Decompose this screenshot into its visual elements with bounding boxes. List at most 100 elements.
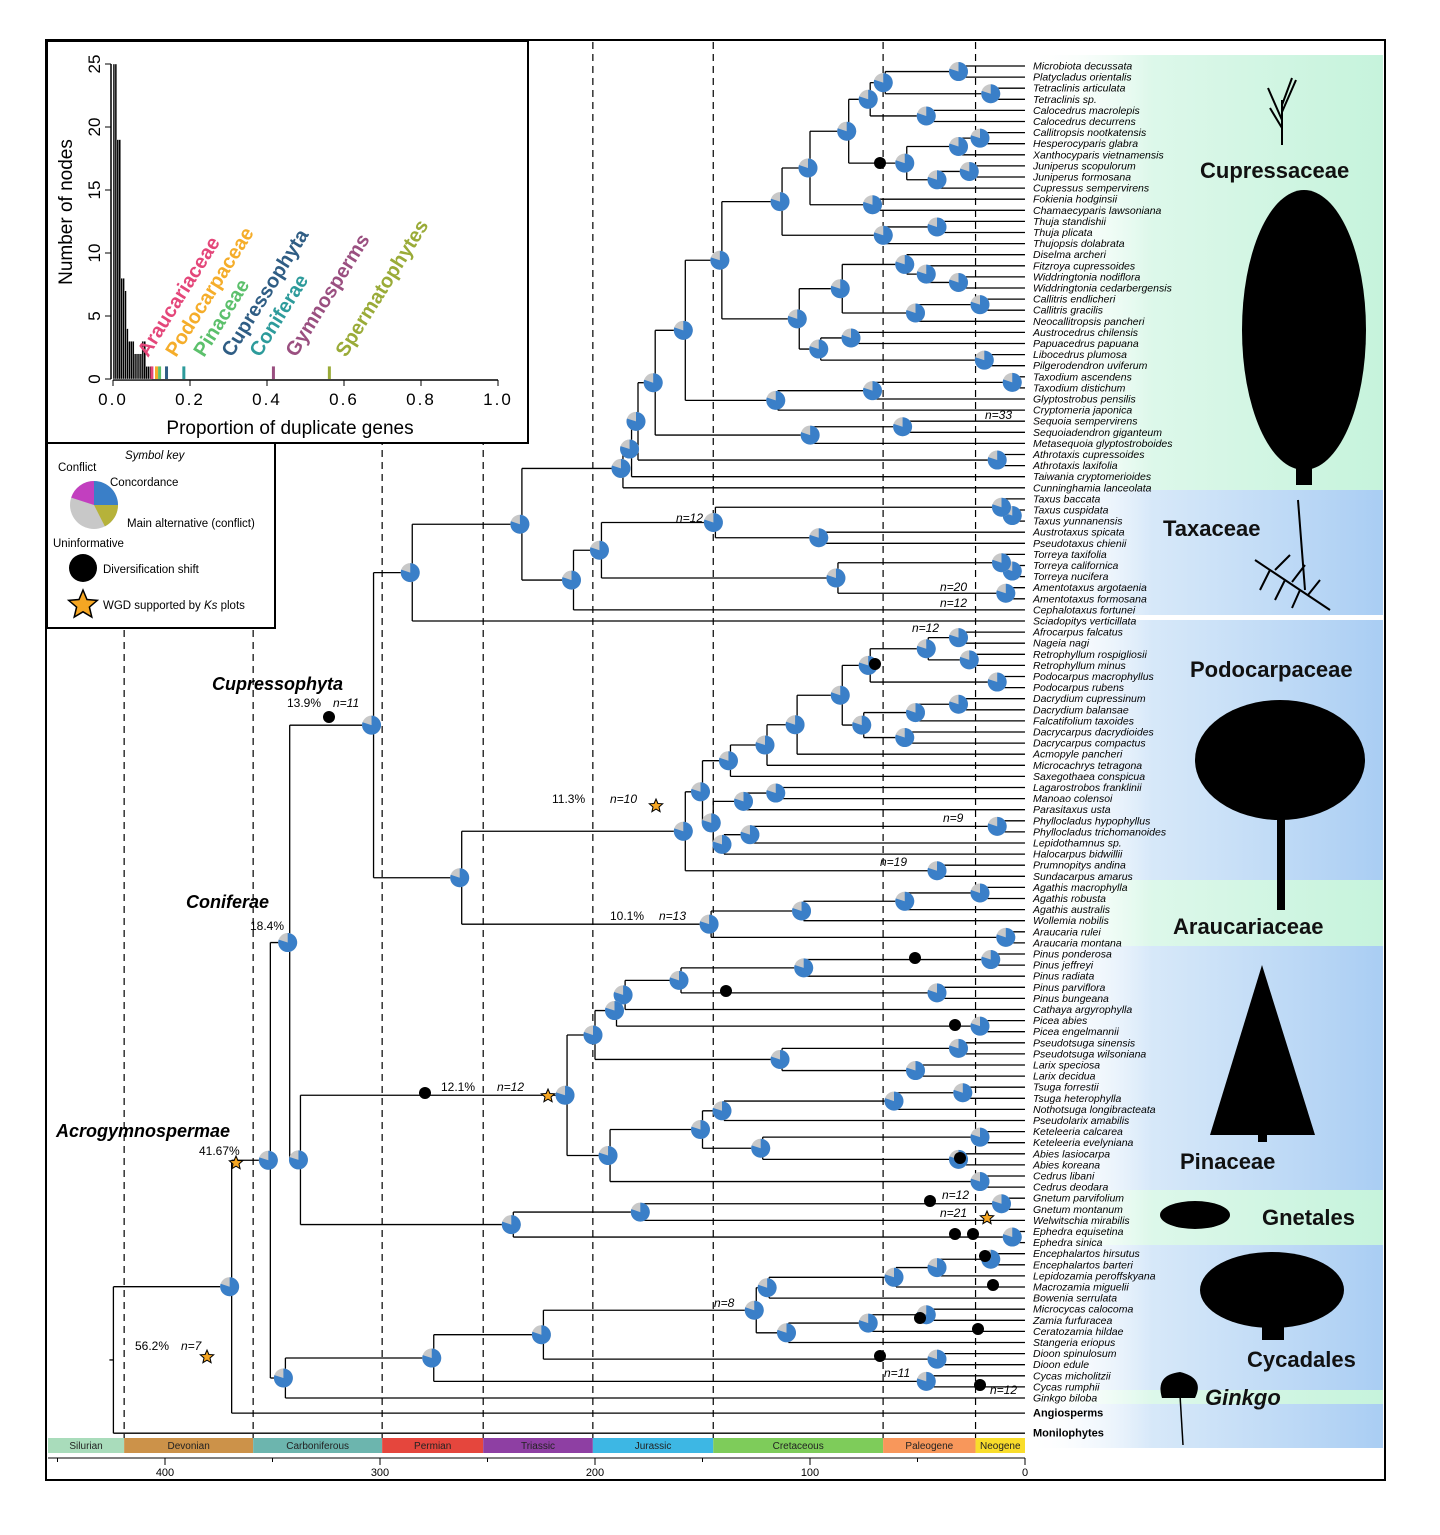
tip-label: Amentotaxus argotaenia: [1032, 582, 1147, 594]
period-devonian: [124, 1438, 254, 1453]
tip-label: Callitropsis nootkatensis: [1033, 127, 1147, 139]
pie-concordance: [740, 825, 760, 845]
tip-label: Libocedrus plumosa: [1033, 349, 1127, 361]
pie-concordance: [611, 458, 631, 478]
n-label: n=21: [940, 1206, 967, 1220]
family-label-ginkgo: Ginkgo: [1205, 1385, 1281, 1410]
node-pie-icon: [701, 813, 721, 833]
plant-silhouettes: [1160, 77, 1366, 1446]
pie-concordance: [987, 450, 1007, 470]
pie-concordance: [777, 1323, 797, 1343]
pie-concordance: [858, 89, 878, 109]
tip-label: Fitzroya cupressoides: [1033, 260, 1136, 272]
histogram-bar: [120, 278, 123, 380]
tip-label: Juniperus formosana: [1032, 172, 1131, 184]
tip-label: Larix decidua: [1033, 1071, 1096, 1083]
n-label: n=19: [880, 855, 907, 869]
node-pie-icon: [777, 1323, 797, 1343]
key-concordance-label: Concordance: [110, 477, 178, 489]
tip-label: Encephalartos barteri: [1033, 1259, 1133, 1271]
time-axis-tick-label: 100: [801, 1467, 819, 1479]
node-pie-icon: [755, 735, 775, 755]
tip-label: Calocedrus macrolepis: [1033, 105, 1141, 117]
pie-concordance: [701, 813, 721, 833]
node-pie-icon: [809, 339, 829, 359]
pie-concordance: [770, 192, 790, 212]
pie-concordance: [948, 628, 968, 648]
diversification-shift-dot: [874, 157, 886, 169]
node-pie-icon: [863, 195, 882, 215]
node-pie-icon: [450, 868, 470, 888]
key-pie-main-alternative: [94, 505, 118, 527]
node-pie-icon: [905, 1061, 925, 1081]
node-pie-icon: [1002, 1227, 1022, 1247]
node-pie-icon: [712, 1101, 732, 1121]
key-uninformative-label: Uninformative: [53, 538, 124, 550]
period-carboniferous: [253, 1438, 383, 1453]
time-axis-tick-label: 300: [371, 1467, 389, 1479]
n-label: n=9: [943, 811, 964, 825]
tip-label: Calocedrus decurrens: [1033, 116, 1136, 128]
pie-concordance: [837, 121, 857, 141]
period-label: Cretaceous: [773, 1441, 824, 1452]
pie-concordance: [884, 1267, 904, 1287]
tip-label: Zamia furfuracea: [1032, 1315, 1113, 1327]
diversification-shift-dot: [909, 952, 921, 964]
tip-label: Pseudotsuga wilsoniana: [1033, 1048, 1146, 1060]
pie-concordance: [895, 728, 915, 748]
pie-concordance: [948, 62, 968, 82]
histogram-y-tick-label: 0: [85, 374, 104, 383]
histogram-x-tick-label: 1.0: [483, 390, 513, 409]
node-pie-icon: [948, 62, 968, 82]
node-pie-icon: [604, 1001, 624, 1021]
node-pie-icon: [970, 1127, 990, 1147]
tip-label: Picea engelmannii: [1033, 1026, 1119, 1038]
period-label: Triassic: [521, 1441, 555, 1452]
pie-concordance: [996, 927, 1016, 947]
node-pie-icon: [927, 1349, 947, 1369]
tip-label: Torreya taxifolia: [1033, 549, 1107, 561]
node-pie-icon: [852, 715, 872, 735]
node-pie-icon: [613, 985, 633, 1005]
diversification-shift-dot: [924, 1195, 936, 1207]
key-pie-icon: [70, 481, 118, 529]
tip-label: Encephalartos hirsutus: [1033, 1248, 1141, 1260]
pie-concordance: [905, 703, 926, 723]
family-bands: [1027, 55, 1383, 1448]
node-pie-icon: [710, 250, 730, 270]
tip-label: Lepidothamnus sp.: [1033, 838, 1122, 850]
n-label: n=12: [940, 596, 967, 610]
tip-label: Thuja plicata: [1033, 227, 1093, 239]
node-pies: [220, 62, 1022, 1391]
histogram-bar: [137, 353, 141, 380]
tip-label: Pinus radiata: [1033, 971, 1094, 983]
pie-concordance: [630, 1202, 650, 1222]
tip-label: Falcatifolium taxoides: [1033, 715, 1135, 727]
sequoia-tree-icon: [1242, 190, 1366, 485]
tip-label: Ephedra sinica: [1033, 1237, 1103, 1249]
band-outgroups: [1027, 1404, 1383, 1448]
tip-label: Welwitschia mirabilis: [1033, 1215, 1130, 1227]
tip-label: Pseudotsuga sinensis: [1033, 1037, 1136, 1049]
pie-concordance: [800, 425, 820, 445]
period-cretaceous: [713, 1438, 884, 1453]
symbol-key: Symbol key Conflict Concordance Main alt…: [46, 442, 276, 629]
tip-label: Callitris gracilis: [1033, 305, 1104, 317]
family-label-gnetales: Gnetales: [1262, 1205, 1355, 1230]
node-pie-icon: [927, 217, 947, 237]
pie-concordance: [673, 320, 693, 340]
node-pie-icon: [673, 821, 693, 841]
pie-concordance: [858, 1313, 878, 1333]
wgd-star: [228, 1154, 244, 1170]
wgd-star: [648, 797, 664, 813]
node-pie-icon: [703, 512, 723, 532]
node-pie-icon: [996, 927, 1016, 947]
n-label: n=33: [985, 408, 1012, 422]
pie-concordance: [826, 568, 846, 588]
pct-araucariaceae: 10.1%: [610, 909, 644, 923]
tip-label: Hesperocyparis glabra: [1033, 138, 1138, 150]
wgd-prefix: WGD supported by: [103, 600, 204, 612]
pie-concordance: [422, 1348, 442, 1368]
tip-label: Fokienia hodginsii: [1033, 194, 1118, 206]
